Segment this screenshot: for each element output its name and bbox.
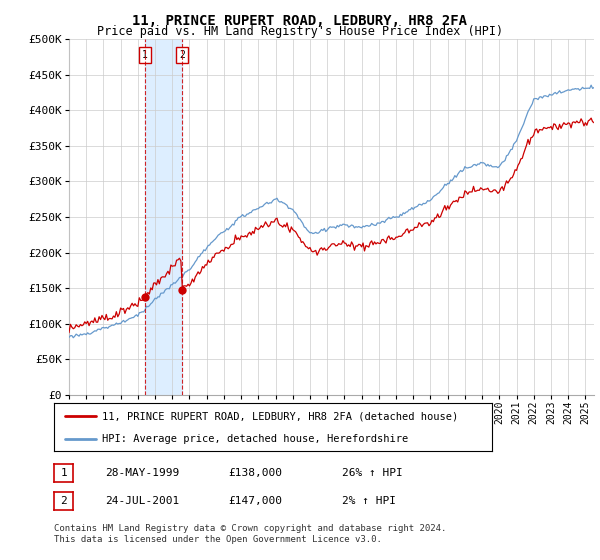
- Text: 2: 2: [60, 496, 67, 506]
- Bar: [145, 39, 182, 395]
- Text: £138,000: £138,000: [228, 468, 282, 478]
- Text: 24-JUL-2001: 24-JUL-2001: [105, 496, 179, 506]
- Text: 1: 1: [60, 468, 67, 478]
- Text: HPI: Average price, detached house, Herefordshire: HPI: Average price, detached house, Here…: [102, 435, 409, 445]
- Text: 2% ↑ HPI: 2% ↑ HPI: [342, 496, 396, 506]
- Text: 2: 2: [179, 50, 185, 60]
- Text: £147,000: £147,000: [228, 496, 282, 506]
- Text: Price paid vs. HM Land Registry's House Price Index (HPI): Price paid vs. HM Land Registry's House …: [97, 25, 503, 38]
- Text: Contains HM Land Registry data © Crown copyright and database right 2024.: Contains HM Land Registry data © Crown c…: [54, 524, 446, 533]
- Text: 11, PRINCE RUPERT ROAD, LEDBURY, HR8 2FA (detached house): 11, PRINCE RUPERT ROAD, LEDBURY, HR8 2FA…: [102, 411, 458, 421]
- Text: 1: 1: [142, 50, 148, 60]
- Text: This data is licensed under the Open Government Licence v3.0.: This data is licensed under the Open Gov…: [54, 535, 382, 544]
- Text: 11, PRINCE RUPERT ROAD, LEDBURY, HR8 2FA: 11, PRINCE RUPERT ROAD, LEDBURY, HR8 2FA: [133, 14, 467, 28]
- Text: 26% ↑ HPI: 26% ↑ HPI: [342, 468, 403, 478]
- Text: 28-MAY-1999: 28-MAY-1999: [105, 468, 179, 478]
